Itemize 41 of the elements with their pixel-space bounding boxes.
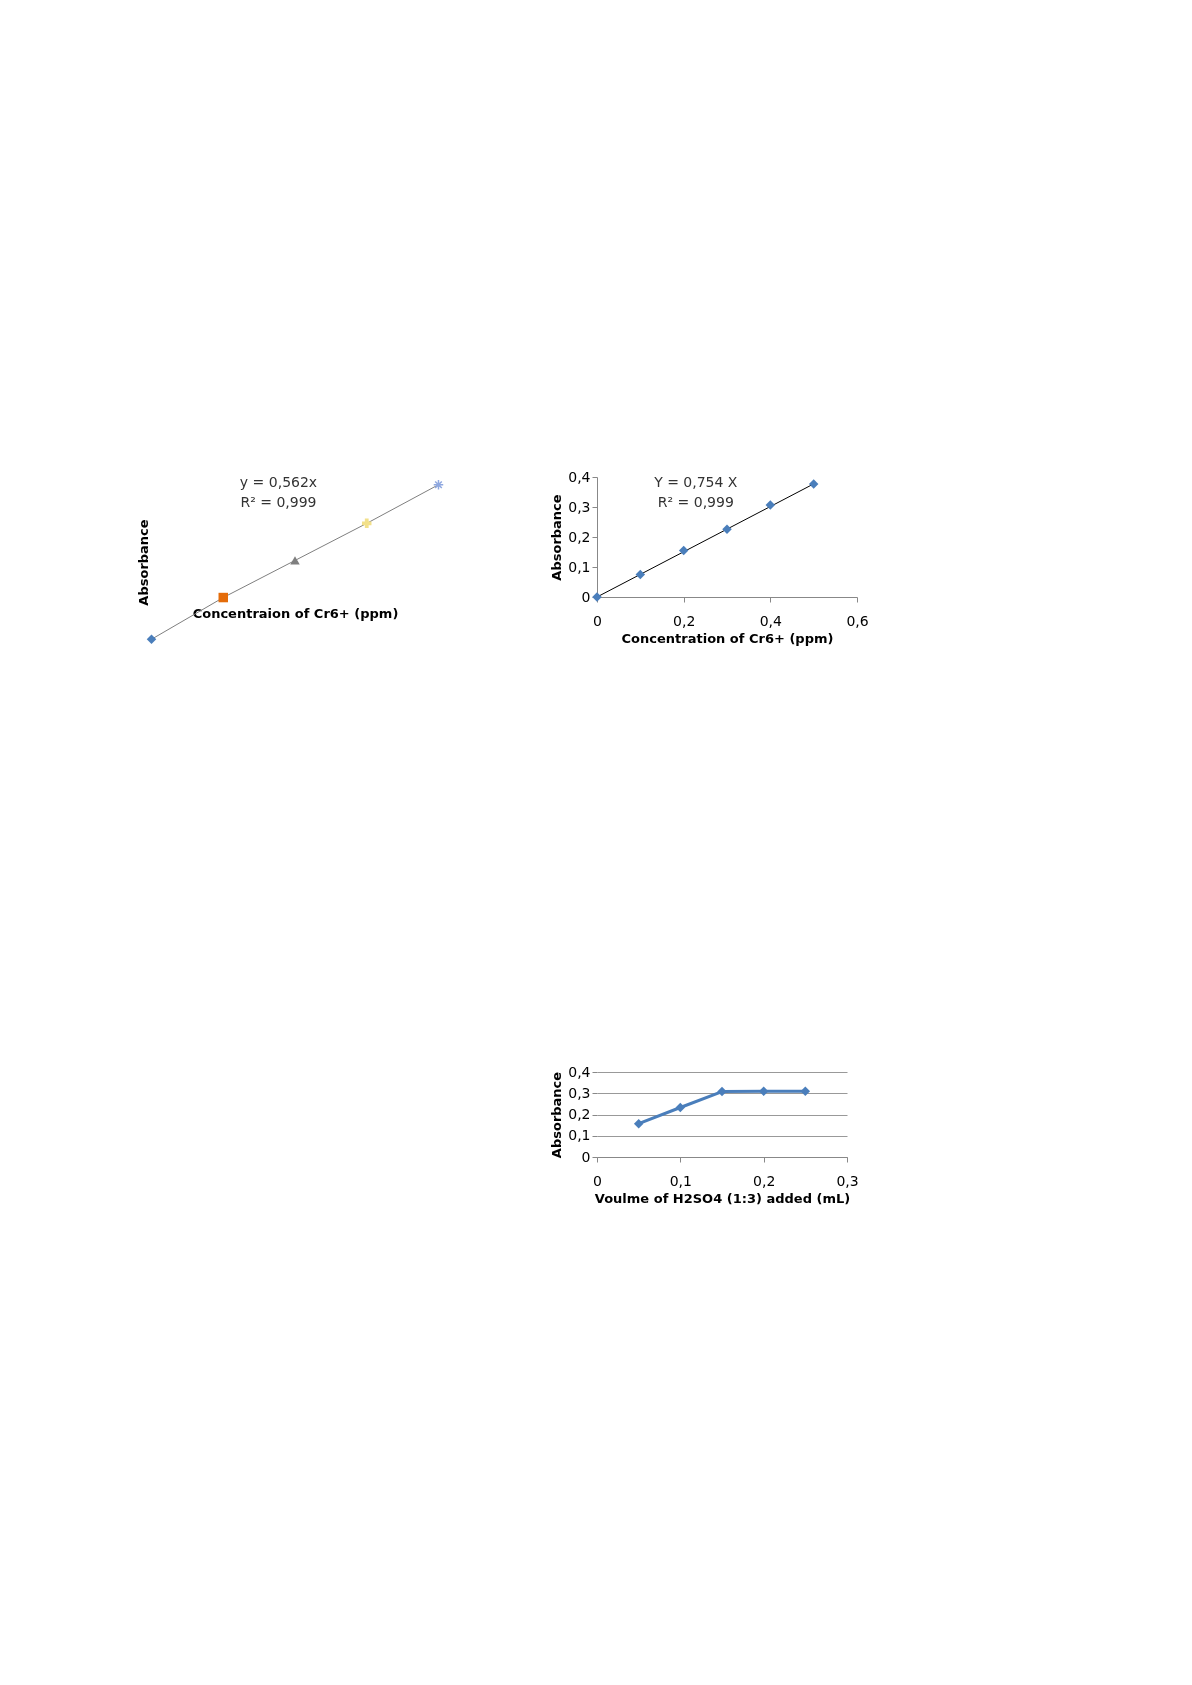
- x-axis-title: Concentraion of Cr6+ (ppm): [192, 605, 399, 621]
- point: [146, 634, 157, 645]
- x-tick-label: 0,2: [673, 612, 696, 629]
- x-tick-label: 0,2: [753, 1172, 776, 1189]
- y-tick-label: 0: [581, 1148, 591, 1165]
- point: [290, 556, 300, 565]
- x-tick-label: 0,1: [669, 1172, 692, 1189]
- y-tick-label: 0,2: [568, 1106, 591, 1122]
- point: [635, 569, 646, 580]
- y-axis-title: Absorbance: [135, 519, 151, 606]
- y-tick-label: 0,4: [568, 468, 591, 485]
- point: [675, 1102, 686, 1113]
- annotation: R² = 0,999: [240, 494, 317, 510]
- point: [432, 479, 444, 491]
- point: [218, 592, 228, 603]
- x-axis-title: Voulme of H2SO4 (1:3) added (mL): [594, 1190, 851, 1206]
- y-tick-label: 0,4: [568, 1063, 591, 1080]
- y-axis-title: Absorbance: [549, 494, 565, 581]
- x-tick-label: 0,3: [836, 1172, 859, 1189]
- y-axis-title: Absorbance: [549, 1071, 565, 1159]
- x-tick-label: 0: [593, 1172, 602, 1189]
- point: [765, 500, 776, 510]
- x-tick-label: 0,4: [759, 612, 783, 629]
- annotation: y = 0,562x: [239, 474, 318, 490]
- y-tick-label: 0,3: [568, 498, 591, 515]
- point: [633, 1118, 644, 1129]
- annotation: Y = 0,754 X: [653, 474, 738, 490]
- point: [678, 545, 689, 556]
- y-tick-label: 0: [581, 588, 591, 605]
- y-tick-label: 0,2: [568, 528, 591, 545]
- point: [808, 479, 819, 489]
- point: [362, 518, 372, 529]
- annotation: R² = 0,999: [657, 494, 734, 510]
- point: [717, 1086, 727, 1097]
- x-tick-label: 0: [593, 612, 602, 629]
- y-tick-label: 0,1: [568, 1127, 591, 1144]
- y-tick-label: 0,1: [568, 558, 591, 575]
- x-axis-title: Concentration of Cr6+ (ppm): [621, 630, 834, 646]
- point: [800, 1086, 811, 1097]
- x-tick-label: 0,6: [846, 612, 869, 629]
- y-tick-label: 0,3: [568, 1084, 591, 1101]
